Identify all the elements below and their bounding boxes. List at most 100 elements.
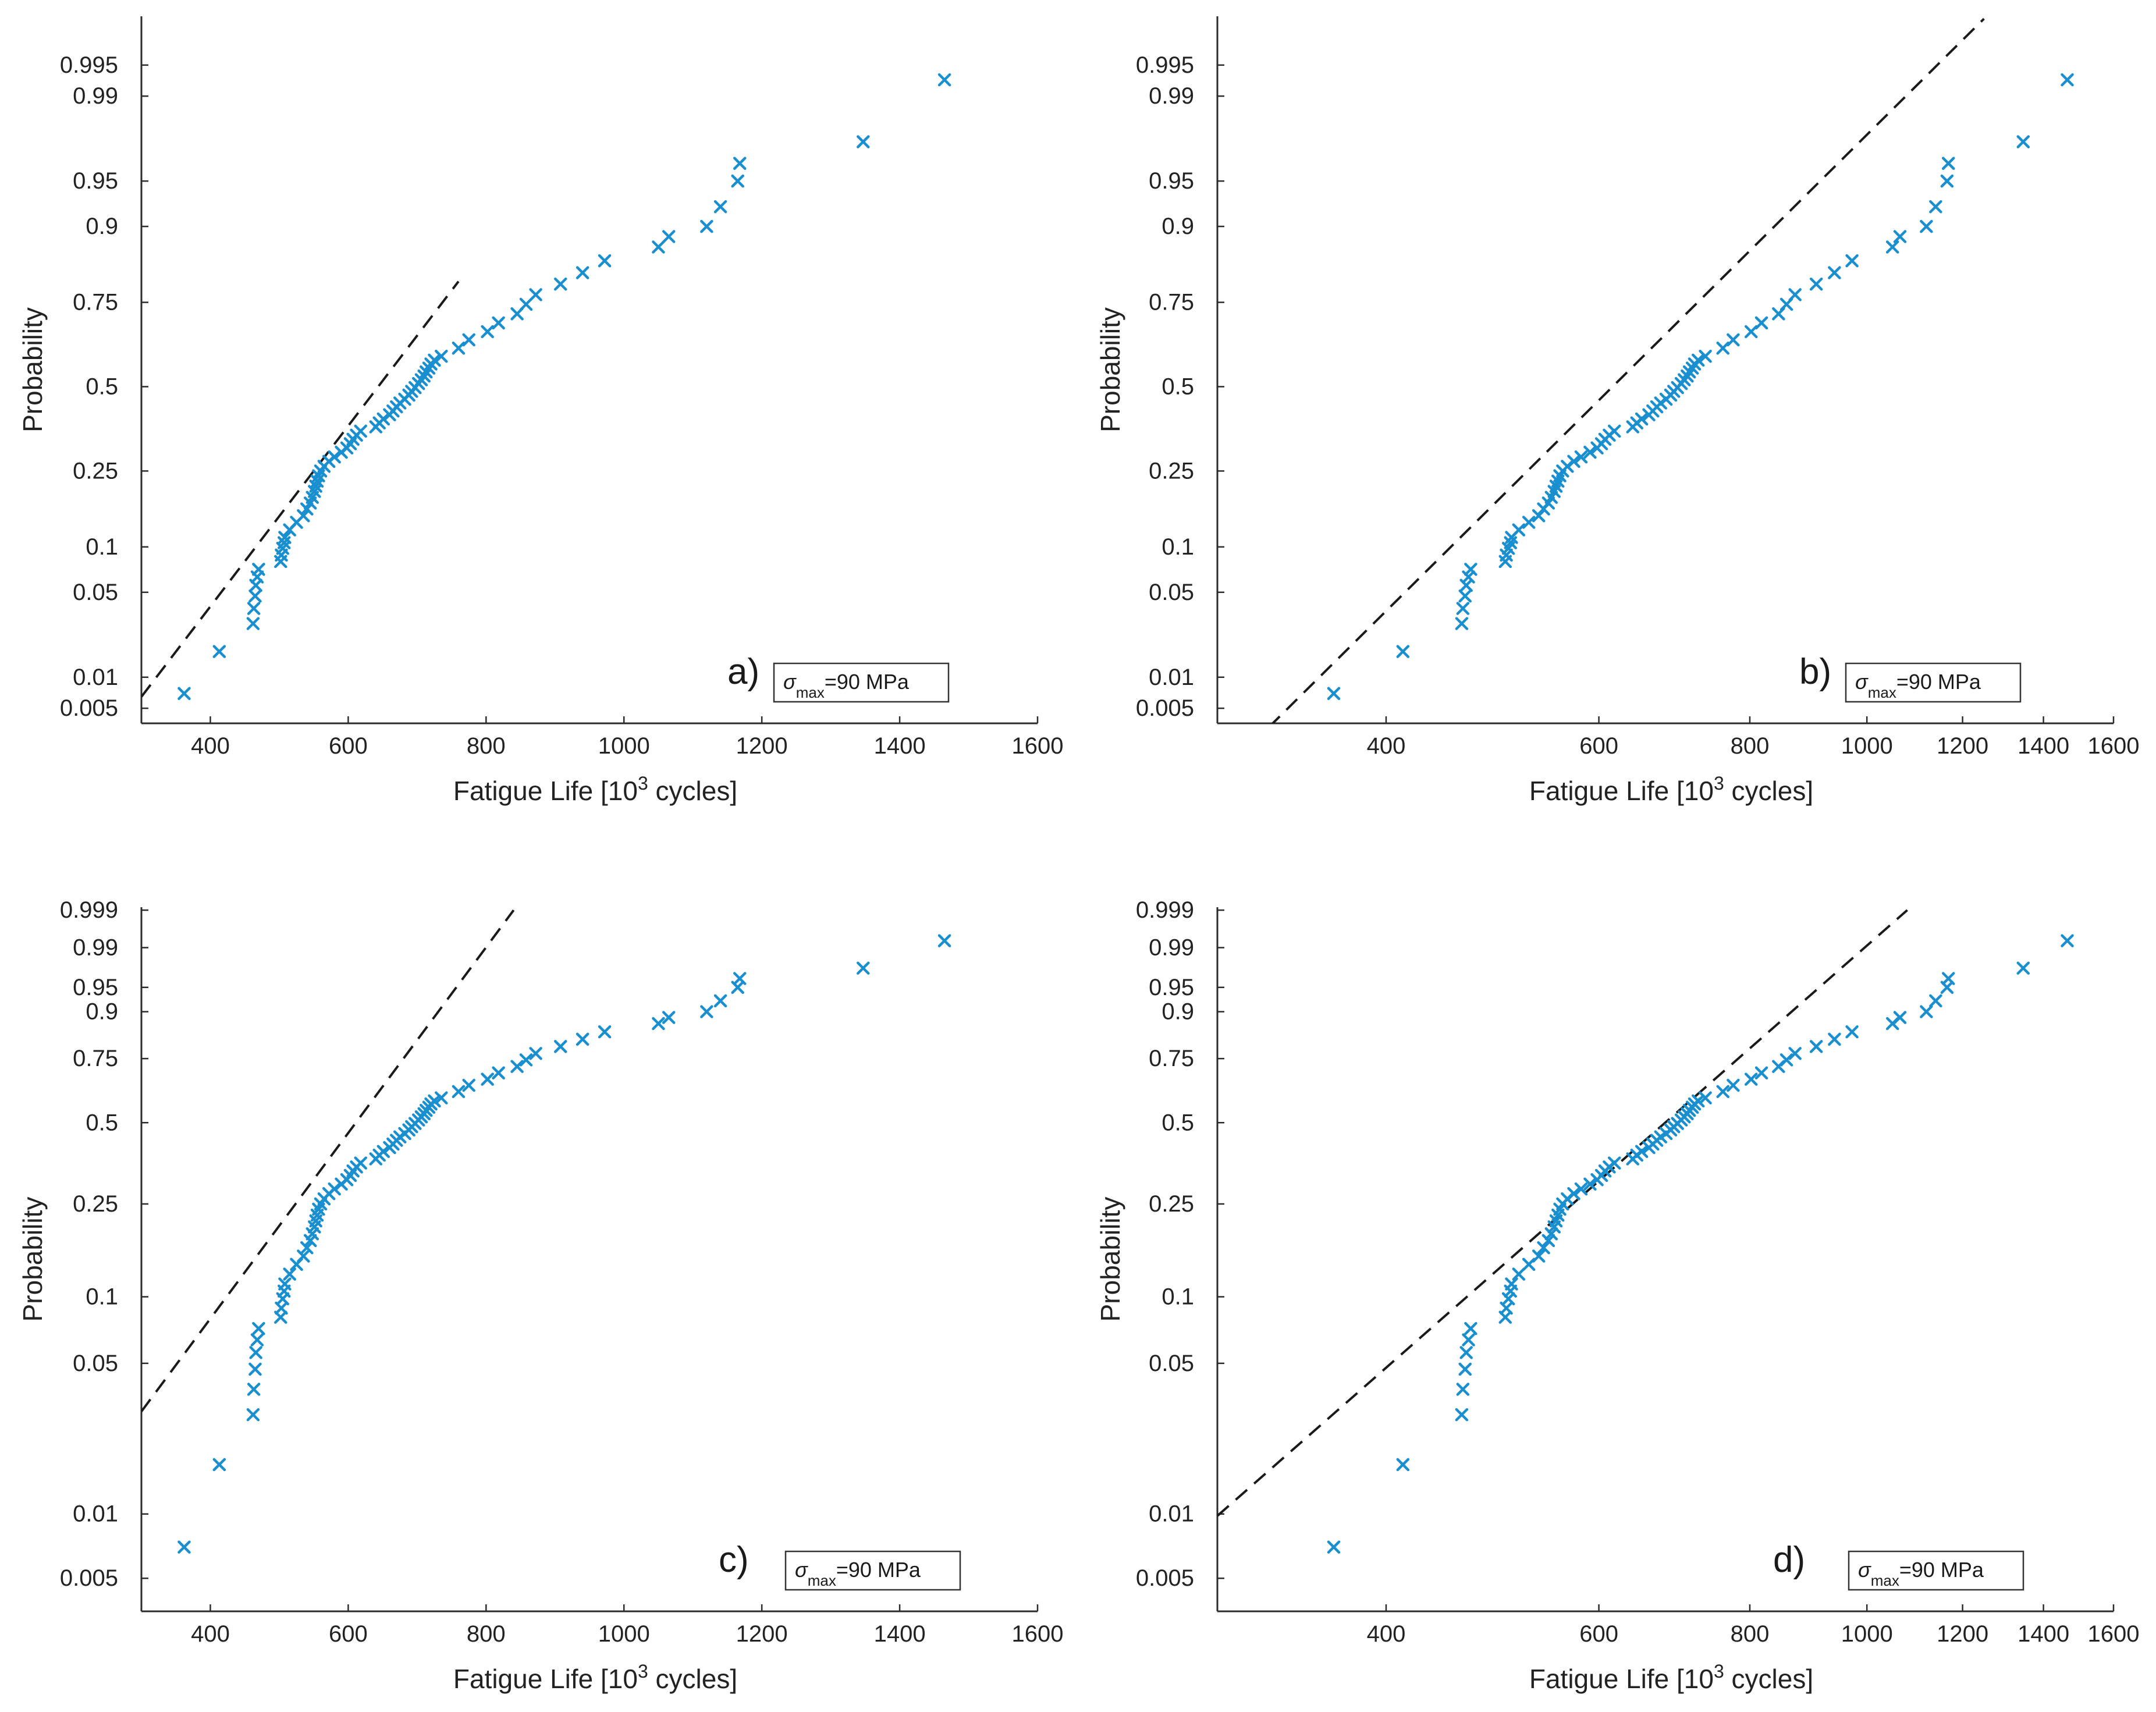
x-tick-label: 600 [329, 733, 368, 759]
y-tick-label: 0.25 [73, 458, 118, 484]
data-point [452, 342, 466, 355]
y-tick-label: 0.95 [1149, 975, 1194, 1000]
data-point [1920, 1005, 1933, 1018]
data-point [1396, 1458, 1410, 1472]
data-point [1845, 254, 1859, 268]
annotation-box [773, 662, 950, 703]
data-point [937, 73, 951, 87]
data-point [733, 972, 747, 985]
stress-annotation: σmax=90 MPa [795, 1558, 921, 1589]
data-point [529, 1047, 542, 1060]
data-point [857, 135, 870, 148]
data-point [1607, 424, 1621, 438]
data-point [553, 1040, 567, 1053]
y-tick-label: 0.99 [73, 83, 118, 109]
stress-annotation: σmax=90 MPa [1855, 670, 1981, 701]
data-point [662, 1011, 676, 1024]
y-tick-label: 0.005 [60, 695, 118, 721]
data-point [1459, 1346, 1473, 1359]
data-point [1532, 1249, 1546, 1263]
y-tick-label: 0.995 [1136, 52, 1194, 78]
x-tick-label: 1400 [2018, 1621, 2069, 1647]
data-point [713, 200, 727, 214]
data-point [662, 230, 676, 243]
data-point [1893, 1011, 1907, 1024]
y-tick-label: 0.995 [60, 52, 118, 78]
y-tick-label: 0.95 [73, 975, 118, 1000]
data-point [1574, 450, 1588, 464]
data-point [1691, 1094, 1705, 1108]
x-tick-label: 600 [1579, 1621, 1618, 1647]
data-point [598, 254, 612, 268]
y-tick-label: 0.1 [86, 1284, 118, 1309]
data-point [249, 1346, 262, 1359]
data-point [1464, 563, 1477, 576]
data-point [1929, 994, 1942, 1008]
data-point [713, 994, 727, 1008]
data-point [1567, 454, 1580, 468]
x-tick-label: 1200 [736, 733, 788, 759]
x-tick-label: 400 [191, 733, 230, 759]
panel-d: 400 600 800 1000 1200 1400 1600 0.005 0.01 0.05 0.… [1078, 856, 2156, 1712]
data-point [481, 325, 494, 339]
data-point [376, 1145, 390, 1159]
y-tick-label: 0.01 [1149, 1501, 1194, 1527]
x-tick-label: 1200 [1937, 733, 1988, 759]
stress-annotation: σmax=90 MPa [783, 670, 910, 701]
data-point [1941, 972, 1955, 985]
y-tick-label: 0.5 [1162, 1110, 1194, 1135]
y-tick-label: 0.9 [1162, 214, 1194, 239]
y-tick-label: 0.75 [73, 290, 118, 315]
x-tick-label: 1600 [2088, 1621, 2140, 1647]
data-point [1788, 1047, 1802, 1060]
data-point [937, 934, 951, 947]
data-point [297, 509, 310, 523]
y-tick-label: 0.5 [1162, 374, 1194, 399]
x-axis-label: Fatigue Life [103 cycles] [453, 773, 737, 806]
fit-line [141, 280, 460, 698]
data-point [462, 1078, 475, 1092]
data-point [1716, 1085, 1729, 1099]
data-point [1583, 445, 1597, 459]
data-point [252, 1322, 265, 1335]
y-tick-label: 0.95 [73, 168, 118, 194]
x-tick-label: 1600 [2088, 733, 2140, 759]
x-tick-label: 1000 [1841, 1621, 1893, 1647]
y-tick-label: 0.01 [73, 665, 118, 690]
data-point [2016, 135, 2030, 148]
data-point [1809, 1040, 1823, 1053]
data-point [250, 1333, 264, 1347]
x-tick-label: 1400 [2018, 733, 2069, 759]
y-tick-label: 0.005 [60, 1565, 118, 1591]
y-tick-label: 0.99 [1149, 935, 1194, 960]
data-point [1455, 617, 1469, 630]
y-tick-label: 0.25 [1149, 1191, 1194, 1217]
data-point [300, 502, 314, 516]
y-tick-label: 0.5 [86, 1110, 118, 1135]
data-point [1699, 350, 1712, 363]
data-point [2016, 961, 2030, 975]
x-tick-label: 800 [467, 1621, 506, 1647]
y-axis-label: Probability [17, 307, 48, 432]
data-point [519, 1053, 533, 1067]
data-point [1458, 1362, 1472, 1376]
data-point [1327, 687, 1341, 701]
data-point [1727, 333, 1740, 347]
data-point [306, 1227, 319, 1241]
chart-svg: 400 600 800 1000 1200 1400 1600 0.005 0.01 0.05 0.… [17, 16, 1063, 806]
data-point [553, 277, 567, 291]
chart-svg: 400 600 800 1000 1200 1400 1600 0.005 0.01 0.05 0.… [1095, 897, 2140, 1694]
data-point [1464, 1322, 1477, 1335]
y-tick-label: 0.01 [1149, 665, 1194, 690]
data-point [1583, 1177, 1597, 1191]
data-point [492, 316, 505, 330]
y-tick-label: 0.25 [73, 1191, 118, 1217]
y-tick-label: 0.05 [73, 580, 118, 605]
y-tick-label: 0.75 [1149, 290, 1194, 315]
fit-line [141, 909, 515, 1412]
y-tick-label: 0.01 [73, 1501, 118, 1527]
data-point [1635, 412, 1649, 426]
data-point [529, 288, 542, 301]
data-point [1635, 1145, 1649, 1159]
